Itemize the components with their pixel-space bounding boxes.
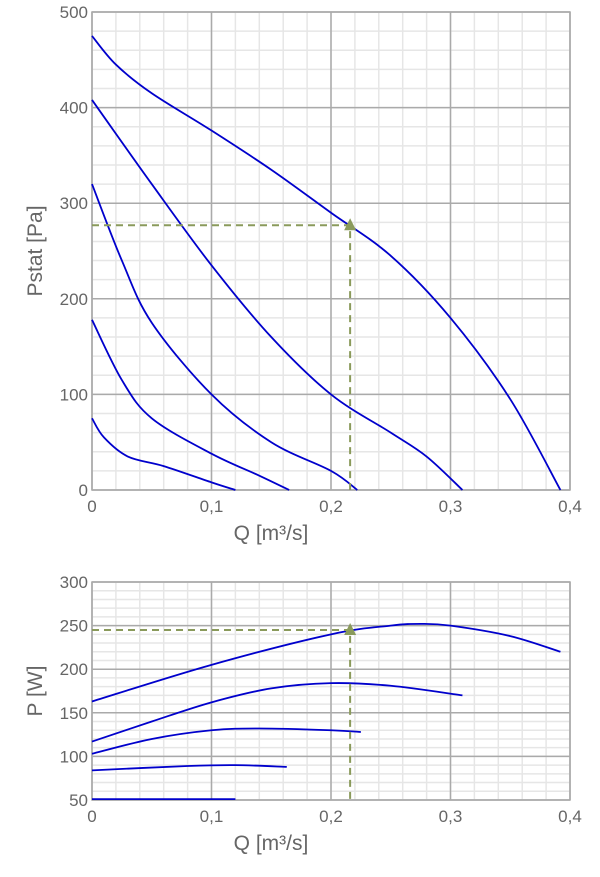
x-axis-label: Q [m³/s] [234, 832, 309, 855]
x-tick-label: 0,1 [200, 807, 224, 826]
y-tick-label: 400 [60, 99, 88, 118]
y-tick-label: 300 [60, 194, 88, 213]
x-tick-label: 0,3 [439, 497, 463, 516]
y-tick-label: 0 [79, 481, 88, 500]
power-curve-2 [91, 682, 463, 743]
x-tick-label: 0,2 [319, 497, 343, 516]
x-tick-label: 0,2 [319, 807, 343, 826]
pressure-chart: 0 0,1 0,2 0,3 0,4 0 100 200 300 400 500 Q [m³/s] Pst… [24, 3, 582, 545]
plot-border [91, 11, 571, 491]
operating-point-marker [344, 622, 357, 635]
operating-point-guide [92, 224, 352, 490]
x-tick-label: 0 [87, 497, 96, 516]
y-tick-label: 300 [60, 573, 88, 592]
pressure-curve-3 [91, 183, 358, 491]
y-axis-label: P [W] [24, 666, 47, 717]
pressure-curve-1 [91, 35, 562, 491]
pressure-curve-2 [91, 99, 464, 491]
x-tick-label: 0,1 [200, 497, 224, 516]
y-tick-label: 50 [69, 791, 88, 810]
power-chart: 0 0,1 0,2 0,3 0,4 50 100 150 200 250 300 Q [m³/s] P … [24, 573, 582, 855]
operating-point-marker [344, 218, 357, 231]
y-tick-label: 150 [60, 704, 88, 723]
x-tick-label: 0 [87, 807, 96, 826]
y-tick-label: 100 [60, 747, 88, 766]
y-axis-label: Pstat [Pa] [24, 205, 47, 296]
x-tick-label: 0,4 [558, 497, 582, 516]
power-curve-4 [91, 764, 287, 772]
plot-border [91, 581, 571, 801]
y-tick-label: 500 [60, 3, 88, 22]
power-curve-3 [91, 727, 361, 755]
x-axis-label: Q [m³/s] [234, 522, 309, 545]
pressure-curve-5 [91, 417, 236, 491]
y-tick-label: 100 [60, 385, 88, 404]
x-tick-label: 0,3 [439, 807, 463, 826]
y-tick-label: 200 [60, 660, 88, 679]
pressure-curve-4 [91, 319, 290, 491]
y-tick-label: 250 [60, 617, 88, 636]
power-curve-1 [91, 622, 561, 703]
x-tick-label: 0,4 [558, 807, 582, 826]
y-tick-label: 200 [60, 290, 88, 309]
